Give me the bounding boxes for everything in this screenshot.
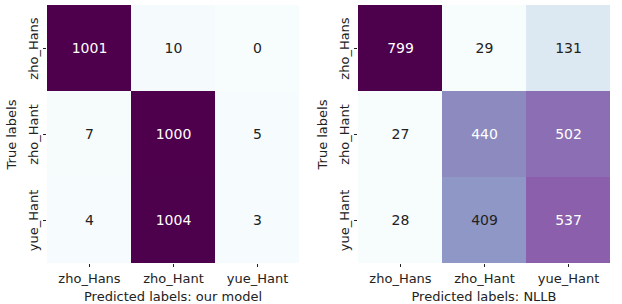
svg-text:3: 3 [253,212,262,228]
svg-text:yue_Hant: yue_Hant [227,271,289,286]
svg-text:7: 7 [85,126,94,142]
svg-text:409: 409 [471,212,498,228]
svg-text:True labels: True labels [4,99,19,170]
svg-text:29: 29 [476,40,494,56]
svg-text:5: 5 [253,126,262,142]
svg-text:zho_Hant: zho_Hant [454,271,515,286]
svg-text:Predicted labels: our model: Predicted labels: our model [84,289,262,304]
svg-text:537: 537 [555,212,582,228]
svg-text:zho_Hans: zho_Hans [26,17,41,79]
svg-text:28: 28 [392,212,410,228]
svg-text:zho_Hant: zho_Hant [143,271,204,286]
svg-text:1001: 1001 [72,40,108,56]
svg-text:yue_Hant: yue_Hant [26,190,41,252]
svg-text:131: 131 [555,40,582,56]
svg-text:440: 440 [471,126,498,142]
svg-text:1004: 1004 [156,212,192,228]
svg-text:zho_Hans: zho_Hans [369,271,431,286]
svg-text:zho_Hans: zho_Hans [58,271,120,286]
svg-text:zho_Hant: zho_Hant [337,104,352,165]
svg-text:Predicted labels: NLLB: Predicted labels: NLLB [411,289,556,304]
svg-text:0: 0 [253,40,262,56]
svg-text:27: 27 [392,126,410,142]
svg-text:1000: 1000 [156,126,192,142]
svg-text:zho_Hans: zho_Hans [337,17,352,79]
svg-text:True labels: True labels [315,99,330,170]
svg-text:4: 4 [85,212,94,228]
svg-text:zho_Hant: zho_Hant [26,104,41,165]
svg-text:yue_Hant: yue_Hant [337,190,352,252]
svg-text:502: 502 [555,126,582,142]
svg-text:799: 799 [387,40,414,56]
svg-text:10: 10 [165,40,183,56]
svg-text:yue_Hant: yue_Hant [538,271,600,286]
